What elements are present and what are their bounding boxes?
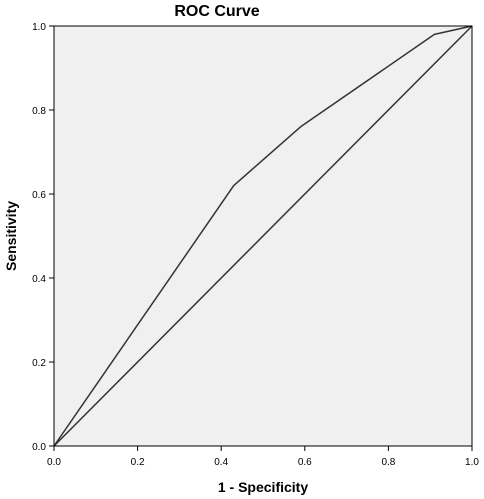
y-tick-label: 0.2 [32, 358, 46, 369]
y-tick-label: 0.6 [32, 190, 46, 201]
series-layer [53, 25, 473, 447]
x-tick-label: 0.2 [131, 457, 145, 468]
x-tick-label: 0.4 [214, 457, 228, 468]
y-tick-label: 1.0 [32, 22, 46, 33]
x-tick-label: 0.8 [381, 457, 395, 468]
reference-line [53, 25, 473, 447]
y-axis-ticks: 0.0 0.2 0.4 0.6 0.8 1.0 [32, 22, 54, 453]
roc-curve-line [53, 25, 473, 447]
x-tick-label: 0.6 [298, 457, 312, 468]
y-tick-label: 0.8 [32, 106, 46, 117]
x-tick-label: 1.0 [465, 457, 479, 468]
plot-frame [53, 25, 473, 447]
chart-title: ROC Curve [174, 3, 259, 20]
x-axis-ticks: 0.0 0.2 0.4 0.6 0.8 1.0 [47, 446, 479, 468]
y-tick-label: 0.4 [32, 274, 46, 285]
x-axis-label: 1 - Specificity [218, 479, 308, 495]
y-axis-label: Sensitivity [3, 201, 19, 271]
y-tick-label: 0.0 [32, 442, 46, 453]
x-tick-label: 0.0 [47, 457, 61, 468]
